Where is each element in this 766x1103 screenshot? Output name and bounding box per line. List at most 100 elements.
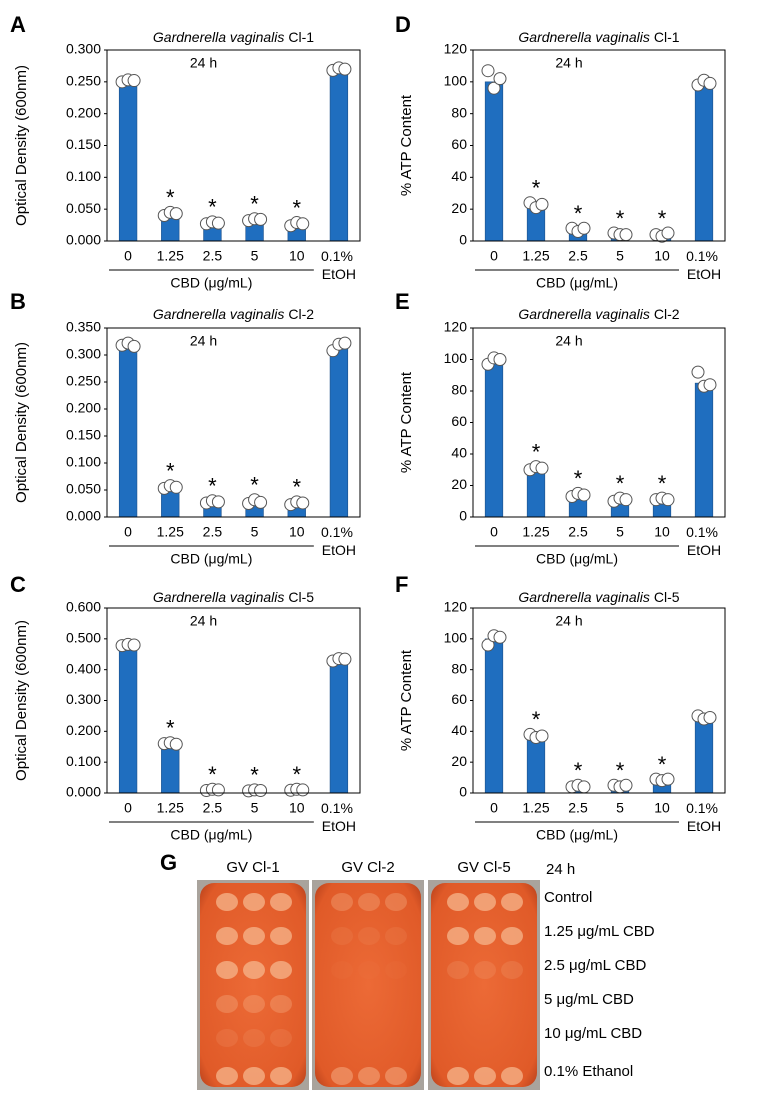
y-tick-label: 0.300 xyxy=(66,691,101,707)
y-tick-label: 0.100 xyxy=(66,168,101,184)
chart-title: Gardnerella vaginalis Cl-2 xyxy=(153,306,314,322)
title-strain: Cl-1 xyxy=(654,29,680,45)
title-strain: Cl-5 xyxy=(654,589,680,605)
panel-label: G xyxy=(160,850,177,875)
x-tick-label: 2.5 xyxy=(568,524,588,540)
x-axis-label: CBD (μg/mL) xyxy=(170,275,252,291)
colony-spot xyxy=(501,927,523,945)
annotation: 24 h xyxy=(190,613,217,629)
significance-mark: * xyxy=(616,758,625,783)
colony-spot xyxy=(270,961,292,979)
replicate-point xyxy=(127,339,141,353)
y-tick-label: 60 xyxy=(451,413,467,429)
significance-mark: * xyxy=(208,474,217,499)
replicate-point xyxy=(661,493,675,507)
colony-spot xyxy=(474,893,496,911)
x-tick-label: 0 xyxy=(490,524,498,540)
x-tick-label: 1.25 xyxy=(522,248,549,264)
plate-agar xyxy=(200,883,306,1087)
title-italic: Gardnerella vaginalis xyxy=(518,306,650,322)
y-tick-label: 20 xyxy=(451,753,467,769)
significance-mark: * xyxy=(532,176,541,201)
significance-mark: * xyxy=(250,473,259,498)
colony-spot xyxy=(331,1067,353,1085)
y-tick-label: 0.000 xyxy=(66,784,101,800)
title-italic: Gardnerella vaginalis xyxy=(153,589,285,605)
replicate-point xyxy=(577,488,591,502)
y-tick-label: 120 xyxy=(444,41,468,57)
x-tick-label: 10 xyxy=(289,524,305,540)
colony-spot xyxy=(243,995,265,1013)
x-tick-label: 0.1% EtOH xyxy=(686,524,722,558)
colony-spot xyxy=(358,961,380,979)
replicate-point xyxy=(296,217,310,231)
replicate-point xyxy=(535,729,549,743)
replicate-point xyxy=(535,461,549,475)
replicate-point xyxy=(481,638,495,652)
x-axis-label: CBD (μg/mL) xyxy=(170,827,252,843)
x-tick-label: 2.5 xyxy=(568,800,588,816)
significance-mark: * xyxy=(208,762,217,787)
replicate-point xyxy=(535,197,549,211)
colony-spot xyxy=(358,1067,380,1085)
colony-spot xyxy=(385,961,407,979)
replicate-point xyxy=(254,212,268,226)
x-tick-label: 10 xyxy=(654,248,670,264)
y-tick-label: 0 xyxy=(459,232,467,248)
y-tick-label: 0.600 xyxy=(66,599,101,615)
time-label: 24 h xyxy=(546,861,575,878)
colony-spot xyxy=(270,1067,292,1085)
y-tick-label: 40 xyxy=(451,445,467,461)
x-tick-label: 1.25 xyxy=(157,524,184,540)
plot-frame xyxy=(472,607,726,794)
y-tick-label: 0.300 xyxy=(66,41,101,57)
replicate-point xyxy=(487,81,501,95)
colony-spot xyxy=(270,995,292,1013)
x-tick-label: 5 xyxy=(616,524,624,540)
x-tick-label: 10 xyxy=(289,800,305,816)
y-tick-label: 100 xyxy=(444,630,468,646)
y-tick-label: 0.150 xyxy=(66,136,101,152)
y-axis-label: Optical Density (600nm) xyxy=(13,65,30,226)
significance-mark: * xyxy=(574,758,583,783)
y-tick-label: 80 xyxy=(451,382,467,398)
title-italic: Gardnerella vaginalis xyxy=(518,589,650,605)
colony-spot xyxy=(216,1067,238,1085)
row-label: 1.25 μg/mL CBD xyxy=(544,923,655,940)
title-italic: Gardnerella vaginalis xyxy=(153,306,285,322)
chart-title: Gardnerella vaginalis Cl-1 xyxy=(153,29,314,45)
x-tick-label: 10 xyxy=(654,800,670,816)
significance-mark: * xyxy=(250,763,259,788)
replicate-point xyxy=(338,336,352,350)
replicate-point xyxy=(169,737,183,751)
y-tick-label: 0.300 xyxy=(66,346,101,362)
bar xyxy=(484,360,504,518)
plate-label: GV Cl-5 xyxy=(457,859,510,876)
colony-spot xyxy=(270,893,292,911)
significance-mark: * xyxy=(292,475,301,500)
colony-spot xyxy=(243,927,265,945)
x-tick-label: 1.25 xyxy=(157,248,184,264)
bar xyxy=(694,83,714,242)
panel-label: C xyxy=(10,572,26,597)
colony-spot xyxy=(243,1029,265,1047)
replicate-point xyxy=(481,64,495,78)
annotation: 24 h xyxy=(190,333,217,349)
panel-label: E xyxy=(395,289,410,314)
colony-spot xyxy=(474,927,496,945)
panel-label: A xyxy=(10,12,26,37)
y-tick-label: 0 xyxy=(459,508,467,524)
x-tick-label: 5 xyxy=(251,524,259,540)
bar xyxy=(329,659,349,794)
plot-frame xyxy=(106,607,361,794)
bar xyxy=(161,743,180,794)
plot-frame xyxy=(472,327,726,518)
y-tick-label: 0.200 xyxy=(66,722,101,738)
x-tick-label: 10 xyxy=(289,248,305,264)
bar xyxy=(118,81,138,242)
x-tick-label: 0 xyxy=(490,800,498,816)
row-label: 5 μg/mL CBD xyxy=(544,991,634,1008)
x-axis-label: CBD (μg/mL) xyxy=(536,827,618,843)
chart-title: Gardnerella vaginalis Cl-1 xyxy=(518,29,679,45)
